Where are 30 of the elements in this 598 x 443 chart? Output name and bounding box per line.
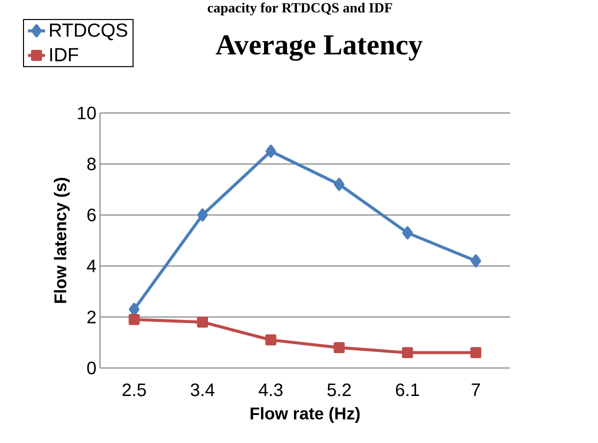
- x-axis-title: Flow rate (Hz): [250, 407, 360, 423]
- x-tick-label: 4.3: [258, 383, 283, 396]
- y-tick-label: 0: [87, 362, 96, 374]
- text: capacity for RTDCQS and IDF: [208, 2, 392, 16]
- chart-title: Average Latency: [216, 35, 422, 61]
- point: [334, 342, 345, 354]
- point: [402, 347, 414, 358]
- legend-label: IDF: [50, 48, 78, 62]
- point: [197, 316, 208, 328]
- point: [128, 302, 140, 316]
- point: [402, 226, 413, 240]
- y-tick-label: 6: [87, 208, 96, 222]
- y-tick-label: 4: [86, 260, 96, 272]
- y-tick-label: 8: [87, 158, 96, 170]
- point: [128, 314, 140, 326]
- point: [470, 347, 482, 358]
- x-tick-label: 3.4: [190, 383, 214, 396]
- x-tick-label: 5.2: [327, 383, 351, 396]
- x-tick-label: 7: [472, 384, 480, 396]
- point: [197, 208, 208, 222]
- y-tick-label: 2: [87, 310, 96, 324]
- point: [470, 254, 482, 268]
- y-tick-label: 10: [78, 106, 96, 120]
- x-tick-label: 2.5: [122, 383, 146, 396]
- point: [265, 334, 276, 346]
- legend-label: RTDCQS: [50, 23, 128, 40]
- point: [266, 144, 276, 158]
- y-axis-title: Flow latency (s): [54, 178, 70, 303]
- x-tick-label: 6.1: [396, 383, 420, 396]
- point: [334, 178, 344, 191]
